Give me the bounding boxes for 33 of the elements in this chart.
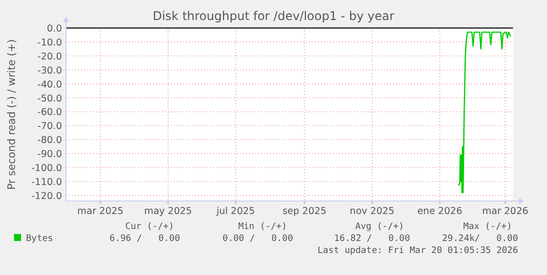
text: Max (-/+) xyxy=(463,222,512,232)
chart-title: Disk throughput for /dev/loop1 - by year xyxy=(152,9,394,23)
y-tick-label: -100.0 xyxy=(31,163,62,174)
y-axis-title: Pr second read (-) / write (+) xyxy=(6,39,18,190)
y-tick-label: -50.0 xyxy=(37,93,62,104)
text: Min (-/+) xyxy=(238,222,287,232)
y-tick-label: -30.0 xyxy=(37,65,62,76)
text: 29.24k/ 0.00 xyxy=(442,234,518,244)
y-tick-label: 0.0 xyxy=(46,24,62,34)
text: 6.96 / 0.00 xyxy=(110,234,180,244)
y-tick-label: -10.0 xyxy=(37,37,62,48)
x-tick-label: ene 2026 xyxy=(417,206,462,217)
text: 16.82 / 0.00 xyxy=(334,234,410,244)
x-tick-label: sep 2025 xyxy=(282,206,326,217)
x-tick-label: mar 2025 xyxy=(77,206,124,217)
line-series xyxy=(458,32,512,194)
text: Last update: Fri Mar 20 01:05:35 2026 xyxy=(318,246,518,256)
y-tick-label: -80.0 xyxy=(37,135,62,146)
legend-label: Bytes xyxy=(26,234,54,244)
x-tick-label: nov 2025 xyxy=(350,206,394,217)
x-tick-label: may 2025 xyxy=(144,206,192,217)
x-tick-label: jul 2025 xyxy=(215,206,255,217)
text: Cur (-/+) xyxy=(125,222,174,232)
x-tick-label: mar 2026 xyxy=(482,206,528,217)
y-tick-label: -70.0 xyxy=(37,121,62,132)
y-tick-label: -90.0 xyxy=(37,149,62,160)
y-tick-label: -20.0 xyxy=(37,51,62,62)
y-tick-label: -60.0 xyxy=(37,107,62,118)
y-tick-label: -110.0 xyxy=(31,176,62,188)
y-tick-label: -120.0 xyxy=(31,190,62,202)
text: Avg (-/+) xyxy=(355,222,404,232)
y-tick-label: -40.0 xyxy=(37,79,62,90)
text: 0.00 / 0.00 xyxy=(222,234,293,244)
